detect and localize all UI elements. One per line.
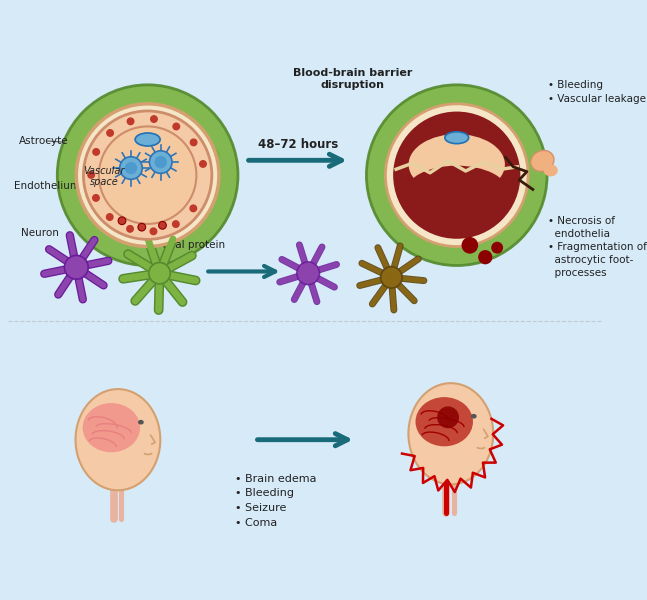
Circle shape — [478, 250, 492, 265]
Circle shape — [151, 116, 157, 122]
Text: 48–72 hours: 48–72 hours — [258, 138, 338, 151]
Circle shape — [393, 112, 520, 239]
Circle shape — [200, 161, 206, 167]
Text: Viral protein: Viral protein — [161, 226, 225, 250]
Circle shape — [107, 214, 113, 220]
Text: • Brain edema
• Bleeding
• Seizure
• Coma: • Brain edema • Bleeding • Seizure • Com… — [235, 473, 316, 528]
Circle shape — [150, 228, 157, 235]
Ellipse shape — [415, 397, 473, 446]
Circle shape — [107, 130, 113, 136]
Circle shape — [366, 85, 547, 266]
Circle shape — [127, 226, 133, 232]
Circle shape — [99, 127, 197, 224]
Circle shape — [173, 123, 179, 130]
Circle shape — [386, 104, 528, 247]
Circle shape — [93, 149, 100, 155]
Ellipse shape — [543, 164, 558, 176]
Circle shape — [127, 118, 134, 125]
Ellipse shape — [135, 133, 160, 146]
Text: Vascular
space: Vascular space — [83, 166, 125, 187]
Circle shape — [297, 262, 320, 284]
Ellipse shape — [408, 383, 493, 484]
Circle shape — [149, 151, 172, 173]
Circle shape — [190, 139, 197, 146]
Circle shape — [118, 217, 126, 224]
Circle shape — [125, 162, 137, 174]
Text: Endothelium: Endothelium — [14, 181, 90, 191]
Text: Blood-brain barrier
disruption: Blood-brain barrier disruption — [293, 68, 412, 90]
Circle shape — [65, 256, 88, 279]
Text: Astrocyte: Astrocyte — [19, 136, 69, 146]
Ellipse shape — [531, 151, 554, 172]
Ellipse shape — [409, 134, 505, 195]
Circle shape — [155, 156, 167, 169]
Circle shape — [58, 85, 238, 266]
Circle shape — [83, 111, 212, 239]
Circle shape — [88, 172, 94, 178]
Circle shape — [173, 221, 179, 227]
Text: Neuron: Neuron — [21, 228, 59, 238]
Circle shape — [76, 104, 219, 247]
Circle shape — [120, 157, 142, 179]
Ellipse shape — [406, 166, 508, 218]
Ellipse shape — [76, 389, 160, 490]
Circle shape — [149, 263, 170, 284]
Ellipse shape — [83, 403, 140, 452]
Circle shape — [491, 242, 503, 254]
Circle shape — [437, 406, 459, 428]
Circle shape — [380, 267, 402, 288]
Text: • Necrosis of
  endothelia
• Fragmentation of
  astrocytic foot-
  processes: • Necrosis of endothelia • Fragmentation… — [548, 215, 646, 278]
Circle shape — [190, 205, 197, 212]
Text: • Bleeding
• Vascular leakage: • Bleeding • Vascular leakage — [548, 80, 646, 104]
Circle shape — [461, 237, 478, 254]
Circle shape — [159, 221, 166, 229]
Ellipse shape — [138, 421, 143, 424]
Circle shape — [93, 194, 99, 201]
Ellipse shape — [445, 132, 468, 143]
Circle shape — [138, 223, 146, 231]
Ellipse shape — [472, 415, 476, 418]
